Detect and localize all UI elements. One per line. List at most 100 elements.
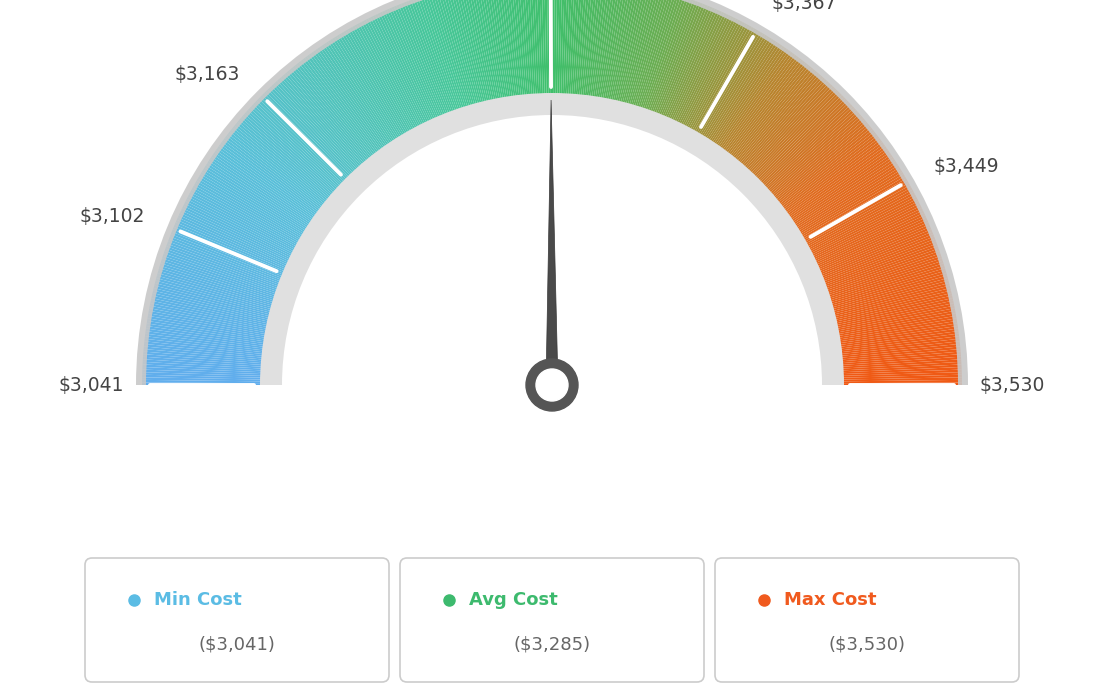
Wedge shape bbox=[554, 0, 558, 95]
Wedge shape bbox=[838, 316, 956, 338]
Wedge shape bbox=[178, 215, 288, 266]
Wedge shape bbox=[645, 0, 686, 111]
Wedge shape bbox=[816, 215, 926, 266]
Wedge shape bbox=[729, 59, 804, 156]
Wedge shape bbox=[343, 31, 406, 135]
Wedge shape bbox=[673, 13, 726, 123]
Wedge shape bbox=[142, 372, 262, 377]
Wedge shape bbox=[777, 128, 873, 204]
Wedge shape bbox=[231, 128, 327, 204]
Wedge shape bbox=[437, 0, 473, 106]
Wedge shape bbox=[144, 344, 264, 357]
Wedge shape bbox=[786, 142, 883, 215]
Wedge shape bbox=[255, 101, 343, 185]
Wedge shape bbox=[609, 0, 636, 101]
Wedge shape bbox=[722, 53, 795, 152]
Wedge shape bbox=[180, 210, 289, 263]
Wedge shape bbox=[386, 9, 437, 119]
Wedge shape bbox=[401, 3, 447, 115]
Wedge shape bbox=[144, 351, 263, 363]
Wedge shape bbox=[261, 95, 347, 181]
Wedge shape bbox=[136, 0, 968, 385]
Wedge shape bbox=[830, 268, 946, 304]
Wedge shape bbox=[775, 124, 870, 201]
Wedge shape bbox=[144, 349, 263, 362]
Wedge shape bbox=[203, 168, 306, 233]
Wedge shape bbox=[830, 270, 946, 306]
FancyBboxPatch shape bbox=[715, 558, 1019, 682]
Wedge shape bbox=[172, 229, 284, 277]
Wedge shape bbox=[346, 30, 407, 135]
Polygon shape bbox=[546, 100, 558, 405]
Wedge shape bbox=[662, 6, 710, 117]
Wedge shape bbox=[813, 204, 921, 258]
Wedge shape bbox=[146, 324, 265, 343]
Wedge shape bbox=[626, 0, 659, 105]
Wedge shape bbox=[811, 201, 920, 257]
Wedge shape bbox=[566, 0, 575, 95]
Wedge shape bbox=[718, 49, 788, 148]
Wedge shape bbox=[704, 36, 769, 139]
Wedge shape bbox=[295, 64, 371, 159]
Wedge shape bbox=[234, 124, 329, 201]
Wedge shape bbox=[205, 163, 308, 230]
Wedge shape bbox=[321, 44, 391, 145]
Wedge shape bbox=[208, 161, 309, 228]
Wedge shape bbox=[808, 192, 915, 250]
Wedge shape bbox=[550, 0, 552, 95]
Wedge shape bbox=[828, 261, 944, 299]
Wedge shape bbox=[829, 266, 945, 302]
Wedge shape bbox=[842, 382, 962, 385]
Wedge shape bbox=[382, 11, 434, 121]
Wedge shape bbox=[735, 68, 814, 161]
Wedge shape bbox=[297, 63, 373, 158]
Wedge shape bbox=[560, 0, 565, 95]
Wedge shape bbox=[841, 370, 962, 376]
Wedge shape bbox=[384, 10, 435, 120]
Wedge shape bbox=[819, 224, 931, 273]
Wedge shape bbox=[146, 331, 265, 348]
Wedge shape bbox=[311, 52, 383, 150]
Wedge shape bbox=[813, 206, 922, 260]
Wedge shape bbox=[237, 119, 331, 199]
Wedge shape bbox=[760, 99, 848, 184]
Wedge shape bbox=[659, 3, 705, 116]
Wedge shape bbox=[323, 43, 392, 144]
Wedge shape bbox=[151, 295, 269, 324]
Wedge shape bbox=[689, 23, 747, 130]
Wedge shape bbox=[158, 268, 274, 304]
Wedge shape bbox=[841, 354, 960, 365]
Wedge shape bbox=[838, 313, 956, 336]
Wedge shape bbox=[146, 326, 265, 345]
Wedge shape bbox=[815, 210, 924, 263]
Wedge shape bbox=[617, 0, 647, 103]
Wedge shape bbox=[837, 306, 955, 331]
Wedge shape bbox=[741, 74, 821, 166]
Wedge shape bbox=[142, 364, 263, 372]
Wedge shape bbox=[624, 0, 657, 105]
Wedge shape bbox=[473, 0, 498, 101]
Wedge shape bbox=[193, 185, 299, 245]
Wedge shape bbox=[542, 0, 546, 95]
Wedge shape bbox=[597, 0, 618, 99]
Wedge shape bbox=[583, 0, 598, 97]
Wedge shape bbox=[169, 237, 282, 282]
Wedge shape bbox=[413, 0, 456, 112]
Wedge shape bbox=[225, 136, 321, 210]
Wedge shape bbox=[773, 119, 867, 199]
Wedge shape bbox=[667, 9, 718, 119]
Wedge shape bbox=[493, 0, 512, 98]
Wedge shape bbox=[832, 283, 949, 315]
Text: Max Cost: Max Cost bbox=[784, 591, 877, 609]
Wedge shape bbox=[810, 199, 919, 255]
Wedge shape bbox=[842, 375, 962, 380]
Wedge shape bbox=[595, 0, 616, 99]
Wedge shape bbox=[711, 41, 778, 143]
Wedge shape bbox=[666, 8, 714, 119]
Wedge shape bbox=[266, 90, 351, 177]
Wedge shape bbox=[692, 26, 752, 132]
Wedge shape bbox=[403, 2, 448, 115]
Wedge shape bbox=[747, 83, 831, 172]
Wedge shape bbox=[267, 88, 352, 176]
Wedge shape bbox=[470, 0, 496, 101]
